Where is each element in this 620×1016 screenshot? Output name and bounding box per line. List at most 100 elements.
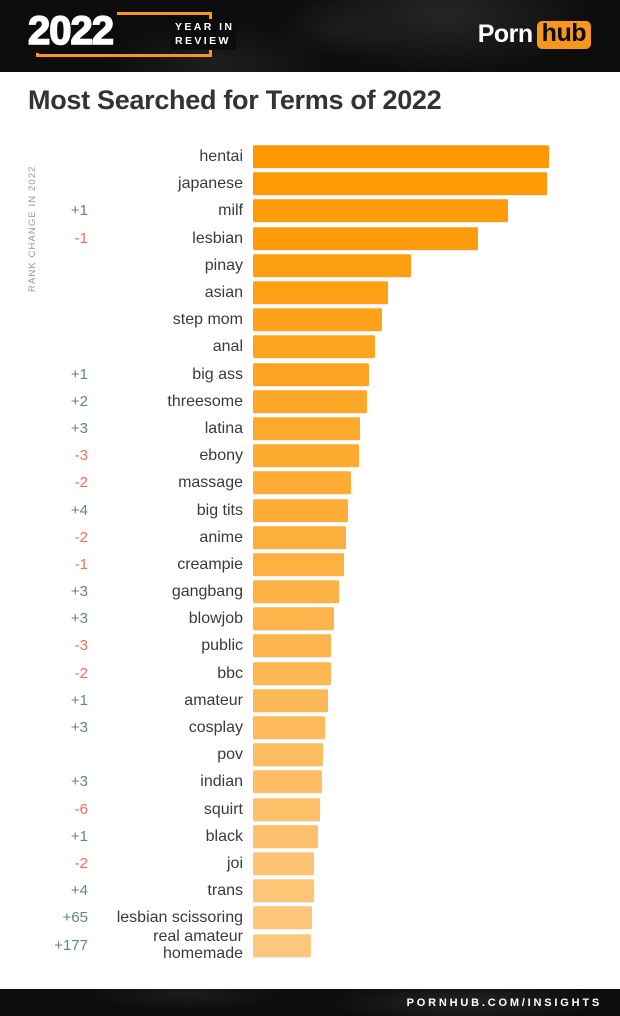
term-bar <box>253 824 318 848</box>
bar-track <box>253 335 620 359</box>
term-bar <box>253 335 375 359</box>
bar-track <box>253 416 620 440</box>
term-label: lesbian scissoring <box>116 909 243 927</box>
chart-row: anal <box>0 333 620 360</box>
rank-change-value: -6 <box>74 800 88 818</box>
logo-part-hub: hub <box>536 20 591 49</box>
rank-change-value: -1 <box>74 555 88 573</box>
term-bar <box>253 498 348 522</box>
bar-track <box>253 226 620 250</box>
term-label: anime <box>199 528 243 546</box>
chart-row: -2 bbc <box>0 660 620 687</box>
term-label: big ass <box>192 365 243 383</box>
rank-change-value: -2 <box>74 528 88 546</box>
term-label: joi <box>226 854 243 872</box>
term-label: milf <box>218 202 243 220</box>
bar-track <box>253 634 620 658</box>
rank-change-value: +1 <box>70 827 88 845</box>
term-label: creampie <box>177 555 243 573</box>
bar-track <box>253 770 620 794</box>
term-label: lesbian <box>192 229 243 247</box>
term-bar <box>253 933 311 957</box>
term-label: public <box>201 637 243 655</box>
chart-row: -6 squirt <box>0 796 620 823</box>
term-bar <box>253 362 369 386</box>
bar-track <box>253 688 620 712</box>
term-bar <box>253 797 320 821</box>
bar-track <box>253 444 620 468</box>
rank-change-value: -2 <box>74 664 88 682</box>
term-label: pinay <box>204 256 243 274</box>
chart-row: +65 lesbian scissoring <box>0 904 620 931</box>
bar-track <box>253 879 620 903</box>
rank-change-value: +3 <box>70 719 88 737</box>
term-label: amateur <box>184 691 243 709</box>
chart-row: -1 lesbian <box>0 225 620 252</box>
year-badge-line1: YEAR IN <box>175 21 235 33</box>
footer-bar: PORNHUB.COM/INSIGHTS <box>0 989 620 1016</box>
term-bar <box>253 226 478 250</box>
bar-track <box>253 933 620 957</box>
term-label: indian <box>200 773 243 791</box>
term-bar <box>253 688 328 712</box>
term-bar <box>253 253 411 277</box>
chart-row: +1 amateur <box>0 687 620 714</box>
term-bar <box>253 172 547 196</box>
term-label: cosplay <box>188 719 243 737</box>
bar-track <box>253 661 620 685</box>
term-label: big tits <box>196 501 243 519</box>
term-label: massage <box>178 474 243 492</box>
chart-row: +3 gangbang <box>0 578 620 605</box>
bar-track <box>253 607 620 631</box>
bar-track <box>253 172 620 196</box>
term-bar <box>253 906 312 930</box>
chart-row: asian <box>0 279 620 306</box>
chart-row: +3 cosplay <box>0 714 620 741</box>
bar-track <box>253 716 620 740</box>
rank-change-value: -2 <box>74 474 88 492</box>
bar-track <box>253 308 620 332</box>
bar-track <box>253 552 620 576</box>
rank-change-value: -1 <box>74 229 88 247</box>
term-label: squirt <box>203 800 243 818</box>
rank-change-value: +3 <box>70 419 88 437</box>
term-bar <box>253 851 314 875</box>
bar-track <box>253 389 620 413</box>
rank-change-value: +65 <box>62 909 88 927</box>
term-bar <box>253 879 314 903</box>
term-bar <box>253 580 339 604</box>
bar-track <box>253 253 620 277</box>
rank-change-value: +4 <box>70 882 88 900</box>
term-label: bbc <box>217 664 243 682</box>
term-label: japanese <box>178 175 243 193</box>
term-label: gangbang <box>171 583 243 601</box>
chart-rows: hentai japanese +1 milf -1 lesbian pinay asian s… <box>0 143 620 962</box>
chart-row: step mom <box>0 306 620 333</box>
chart-row: pinay <box>0 252 620 279</box>
term-label: ebony <box>199 447 243 465</box>
year-badge-line2: REVIEW <box>175 34 231 47</box>
term-bar <box>253 552 344 576</box>
chart-row: +177 real amateur homemade <box>0 928 620 962</box>
logo-part-porn: Porn <box>477 20 533 48</box>
chart-row: +3 latina <box>0 415 620 442</box>
footer-url: PORNHUB.COM/INSIGHTS <box>406 996 602 1009</box>
rank-change-value: +1 <box>70 202 88 220</box>
rank-change-value: +177 <box>54 936 88 954</box>
term-bar <box>253 199 508 223</box>
term-bar <box>253 716 325 740</box>
chart-row: +3 blowjob <box>0 605 620 632</box>
term-label: trans <box>207 882 243 900</box>
rank-change-value: -2 <box>74 854 88 872</box>
bar-track <box>253 580 620 604</box>
bar-chart: hentai japanese +1 milf -1 lesbian pinay asian s… <box>0 143 620 962</box>
chart-row: pov <box>0 741 620 768</box>
term-bar <box>253 607 334 631</box>
term-label: latina <box>204 419 243 437</box>
page-title: Most Searched for Terms of 2022 <box>28 85 442 115</box>
term-bar <box>253 471 351 495</box>
rank-change-value: -3 <box>74 637 88 655</box>
chart-row: -2 anime <box>0 524 620 551</box>
term-label: step mom <box>172 311 243 329</box>
bar-track <box>253 525 620 549</box>
